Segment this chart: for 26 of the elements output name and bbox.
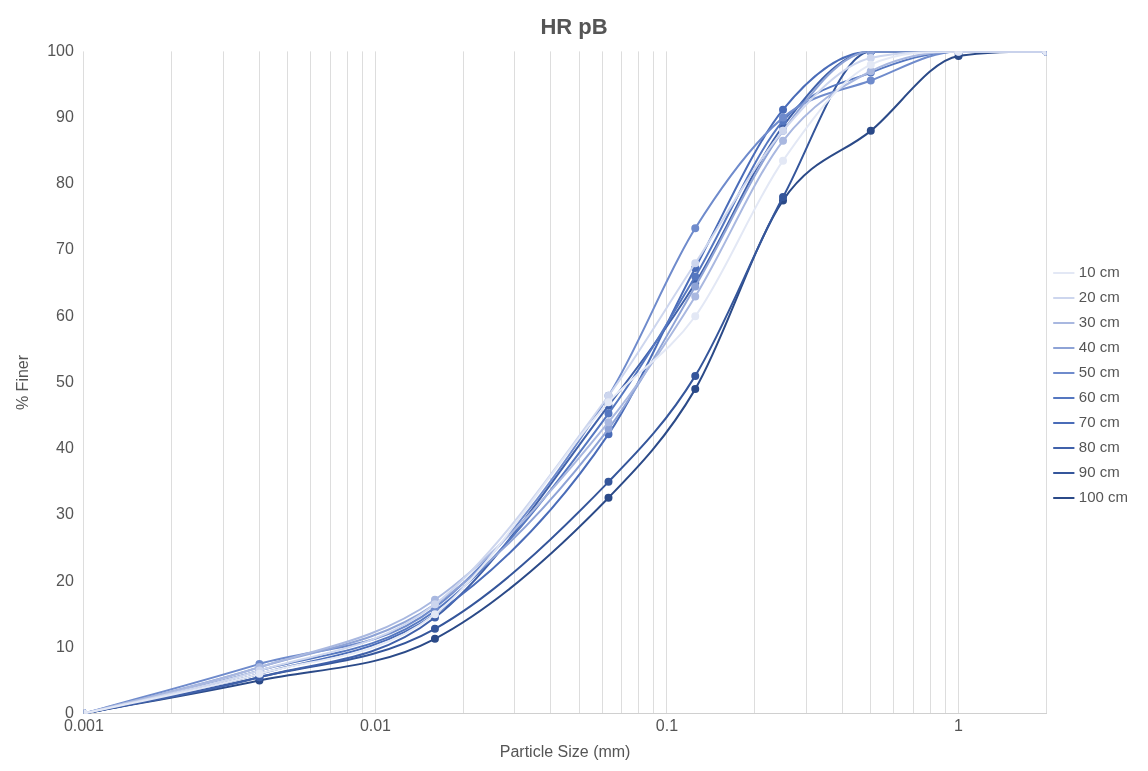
- legend-label: 60 cm: [1078, 388, 1120, 406]
- y-tick-label: 30: [56, 505, 74, 523]
- x-tick-label: 0.01: [359, 716, 392, 734]
- legend-label: 10 cm: [1078, 263, 1120, 281]
- y-tick-label: 90: [56, 108, 74, 126]
- legend-label: 90 cm: [1078, 463, 1120, 481]
- chart-title: HR pB: [540, 14, 608, 40]
- y-tick-label: 60: [56, 306, 74, 324]
- y-tick-label: 10: [56, 637, 74, 655]
- y-tick-label: 50: [56, 372, 74, 390]
- y-axis-title: % Finer: [14, 354, 32, 411]
- x-axis-title: Particle Size (mm): [499, 742, 631, 760]
- y-tick-label: 80: [56, 174, 74, 192]
- legend-label: 100 cm: [1078, 488, 1129, 506]
- y-tick-label: 20: [56, 571, 74, 589]
- legend-label: 50 cm: [1078, 363, 1120, 381]
- y-tick-label: 100: [47, 41, 74, 59]
- legend-label: 40 cm: [1078, 338, 1120, 356]
- x-tick-label: 0.1: [655, 716, 679, 734]
- legend-label: 80 cm: [1078, 438, 1120, 456]
- y-tick-label: 40: [56, 439, 74, 457]
- legend-label: 70 cm: [1078, 413, 1120, 431]
- x-tick-label: 1: [954, 716, 964, 734]
- legend-label: 30 cm: [1078, 313, 1120, 331]
- y-tick-label: 70: [56, 240, 74, 258]
- legend-label: 20 cm: [1078, 288, 1120, 306]
